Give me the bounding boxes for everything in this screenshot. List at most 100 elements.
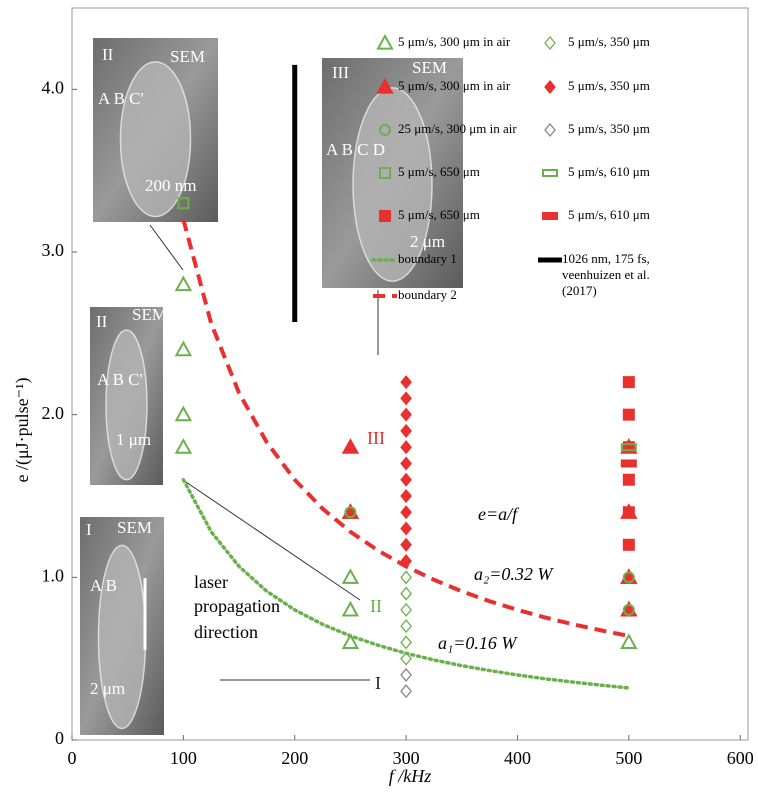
inset-label: II	[102, 45, 114, 64]
annotation: II	[370, 596, 382, 616]
x-axis-label: f /kHz	[389, 766, 432, 786]
annotation: direction	[194, 622, 258, 642]
marker-diamond	[401, 506, 411, 518]
x-tick-label: 0	[68, 748, 77, 768]
legend-label: 5 μm/s, 300 μm in air	[398, 34, 511, 49]
marker-diamond	[401, 588, 411, 600]
legend-label: 5 μm/s, 650 μm	[398, 207, 480, 222]
legend-entry: 5 μm/s, 350 μm	[545, 34, 650, 49]
marker-diamond	[401, 490, 411, 502]
marker-diamond	[401, 669, 411, 681]
marker-square	[624, 507, 634, 517]
marker-diamond	[401, 604, 411, 616]
legend-symbol	[545, 124, 555, 136]
marker-triangle	[343, 603, 357, 616]
inset-label: I	[86, 520, 92, 539]
legend-label: 5 μm/s, 650 μm	[398, 164, 480, 179]
legend-entry: 5 μm/s, 300 μm in air	[378, 34, 511, 49]
annotation: e=a/f	[478, 504, 520, 524]
annotation: a₁=0.16 W	[438, 633, 518, 653]
x-tick-label: 200	[281, 748, 308, 768]
legend-entry: 5 μm/s, 300 μm in air	[378, 78, 511, 93]
y-tick-label: 1.0	[42, 565, 65, 585]
legend-label: 5 μm/s, 610 μm	[568, 207, 650, 222]
legend-label: 1026 nm, 175 fs, veenhuizen et al. (2017…	[562, 251, 674, 299]
marker-bar	[622, 460, 636, 466]
marker-diamond	[401, 636, 411, 648]
annotation: III	[367, 428, 385, 448]
inset-markers: A B C'	[97, 370, 143, 389]
x-tick-label: 300	[393, 748, 420, 768]
marker-triangle	[343, 570, 357, 583]
marker-diamond	[401, 376, 411, 388]
inset-tag: SEM	[132, 305, 167, 324]
marker-square	[624, 540, 634, 550]
marker-triangle	[343, 440, 357, 453]
inset-markers: A B	[90, 576, 117, 595]
x-tick-label: 600	[727, 748, 754, 768]
marker-square	[624, 475, 634, 485]
inset-tag: SEM	[117, 518, 152, 537]
x-tick-label: 500	[615, 748, 642, 768]
chart: f /kHz e /(μJ·pulse⁻¹) 0 100 200 300 400 500 6…	[0, 0, 758, 792]
marker-triangle	[176, 343, 190, 356]
legend-label: boundary 1	[398, 251, 457, 266]
inset-tag: SEM	[412, 58, 447, 77]
inset-tag: SEM	[170, 47, 205, 66]
inset-scale: 200 nm	[145, 176, 196, 195]
legend-label: 5 μm/s, 350 μm	[568, 121, 650, 136]
marker-triangle	[176, 440, 190, 453]
inset-scale: 2 μm	[410, 232, 445, 251]
legend-entry: 5 μm/s, 350 μm	[545, 121, 650, 136]
legend-symbol	[380, 211, 390, 221]
marker-diamond	[401, 685, 411, 697]
y-tick-label: 2.0	[42, 403, 65, 423]
annotation: a₂=0.32 W	[474, 564, 554, 584]
legend-label: 25 μm/s, 300 μm in air	[398, 121, 517, 136]
legend-symbol	[543, 170, 557, 176]
marker-square	[624, 410, 634, 420]
marker-triangle	[176, 278, 190, 291]
sem-feature	[106, 330, 147, 480]
connector	[150, 225, 183, 270]
legend-entry: boundary 2	[373, 287, 457, 302]
marker-diamond	[401, 474, 411, 486]
annotation: propagation	[194, 596, 280, 616]
marker-diamond	[401, 409, 411, 421]
marker-triangle	[176, 408, 190, 421]
marker-square	[624, 377, 634, 387]
annotation: laser	[194, 572, 228, 592]
inset-scale: 2 μm	[90, 679, 125, 698]
inset-label: III	[332, 63, 349, 82]
legend-label: boundary 2	[398, 287, 457, 302]
marker-diamond	[401, 441, 411, 453]
inset-markers: A B C D	[326, 140, 385, 159]
y-axis-label: e /(μJ·pulse⁻¹)	[12, 377, 33, 482]
legend-label: 5 μm/s, 350 μm	[568, 78, 650, 93]
legend-entry: 5 μm/s, 350 μm	[545, 78, 650, 93]
legend-entry: 5 μm/s, 610 μm	[543, 164, 650, 179]
legend-label: 5 μm/s, 350 μm	[568, 34, 650, 49]
legend-symbol	[378, 36, 392, 49]
y-tick-label: 4.0	[42, 77, 65, 97]
inset-scale: 1 μm	[116, 430, 151, 449]
inset-markers: A B C'	[98, 89, 144, 108]
legend-label: 5 μm/s, 300 μm in air	[398, 78, 511, 93]
marker-diamond	[401, 571, 411, 583]
x-tick-label: 400	[504, 748, 531, 768]
marker-diamond	[401, 523, 411, 535]
legend-entry: 1026 nm, 175 fs, veenhuizen et al. (2017…	[538, 251, 682, 311]
inset-label: II	[96, 312, 108, 331]
marker-triangle	[622, 635, 636, 648]
legend-symbol	[545, 81, 555, 93]
x-tick-label: 100	[170, 748, 197, 768]
y-tick-label: 3.0	[42, 240, 65, 260]
legend-entry: 25 μm/s, 300 μm in air	[380, 121, 517, 136]
marker-diamond	[401, 457, 411, 469]
legend-symbol	[543, 213, 557, 219]
marker-diamond	[401, 539, 411, 551]
legend-symbol	[545, 37, 555, 49]
marker-diamond	[401, 392, 411, 404]
sem-feature	[98, 545, 145, 728]
marker-diamond	[401, 620, 411, 632]
